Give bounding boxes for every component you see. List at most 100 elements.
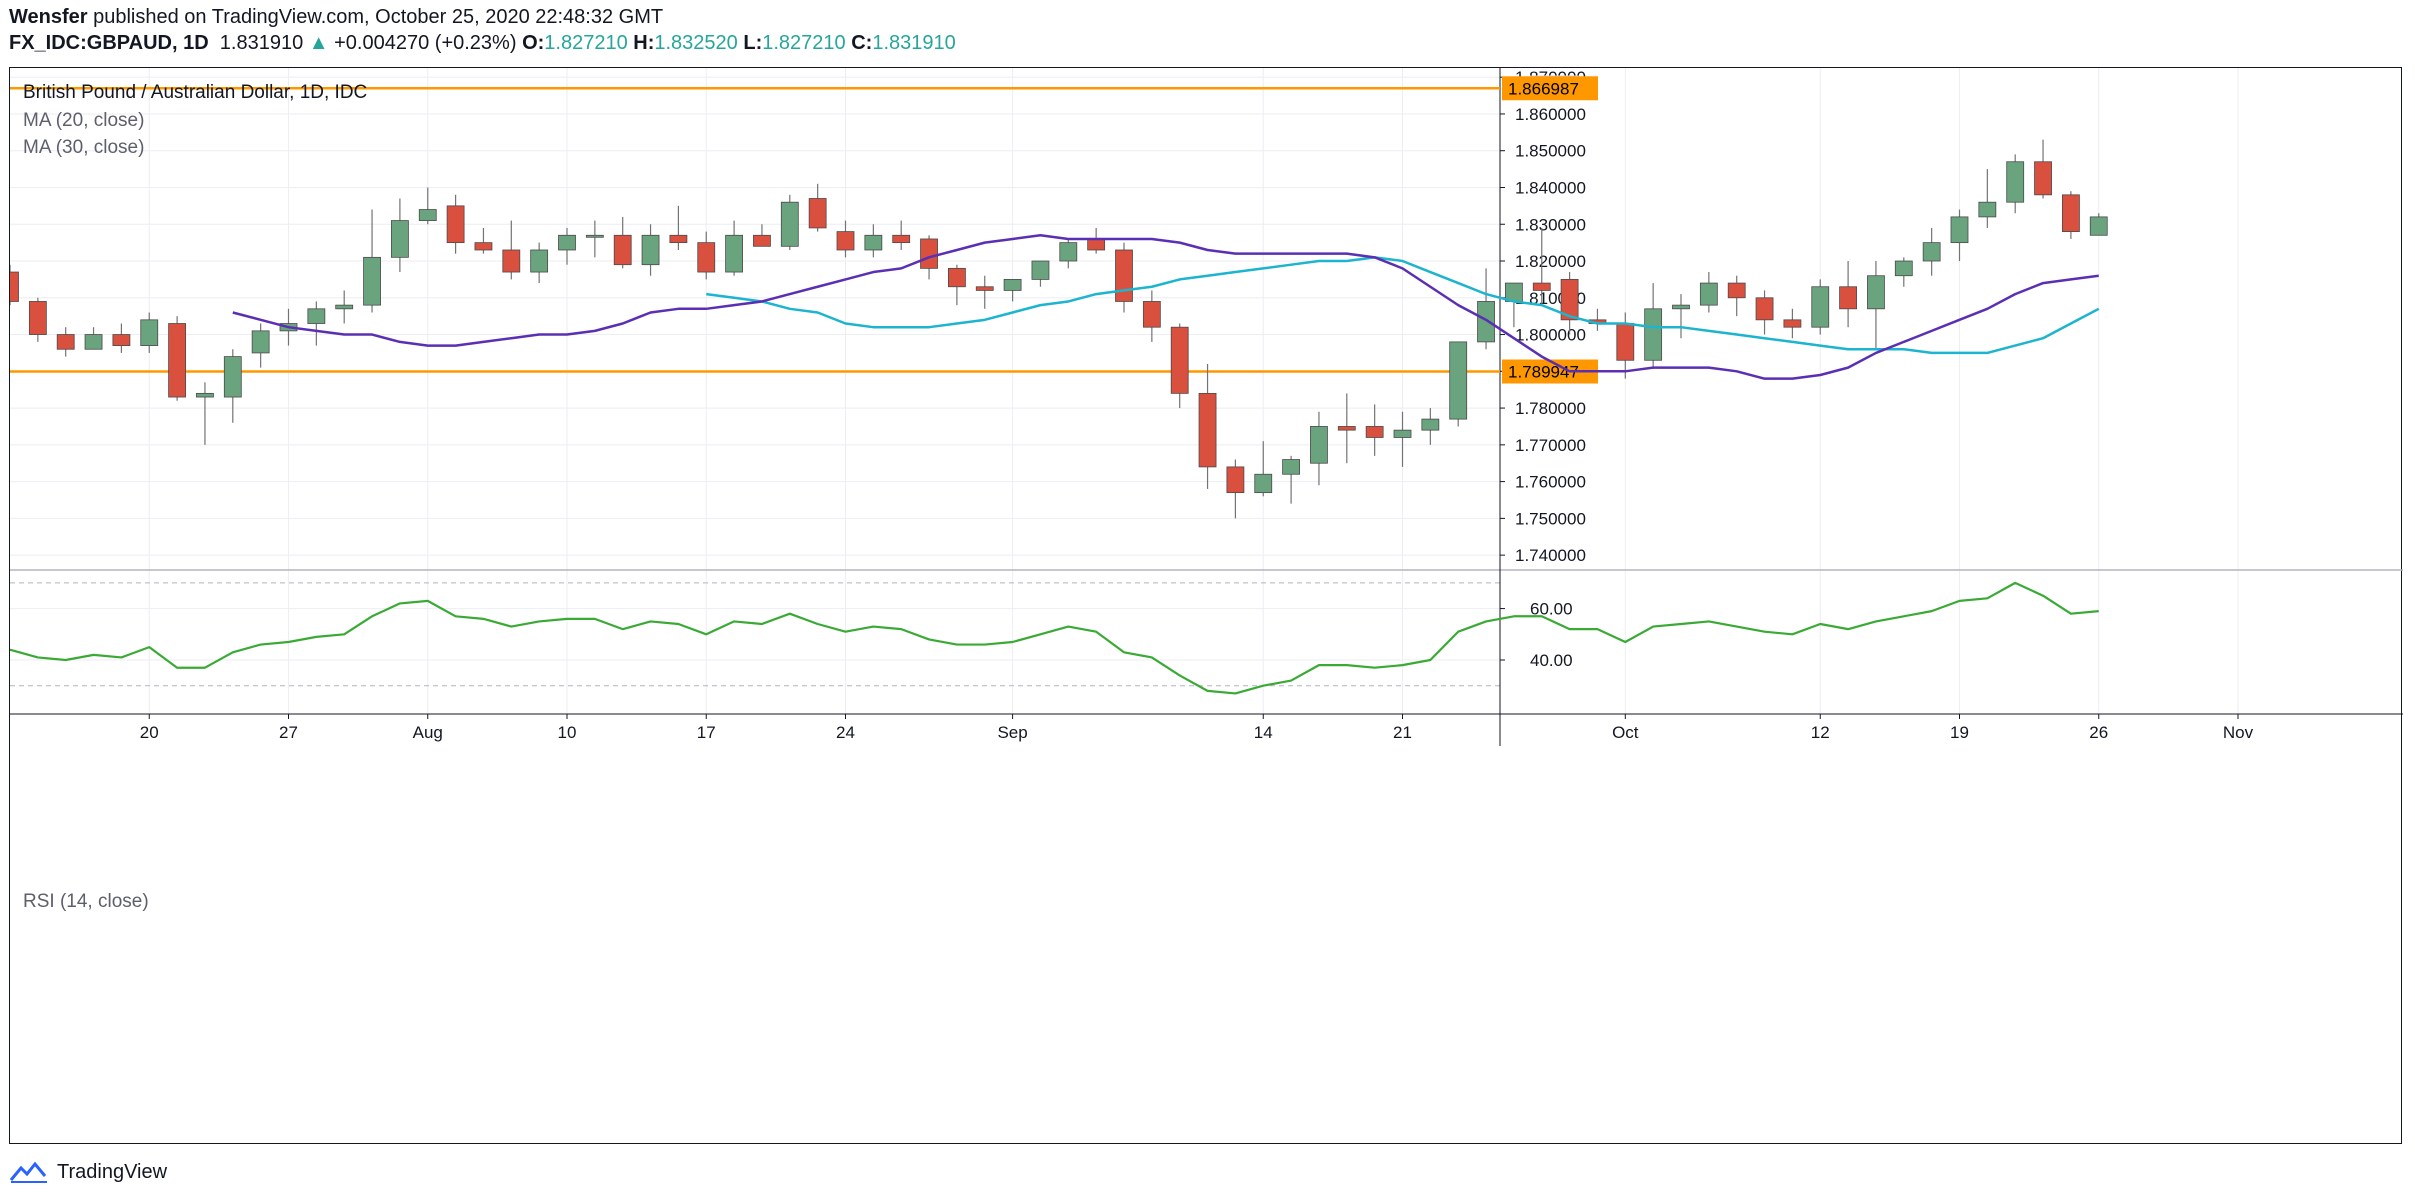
- candle-down[interactable]: [1115, 249, 1133, 302]
- candle-up[interactable]: [1699, 282, 1718, 306]
- candle-down[interactable]: [1337, 426, 1356, 431]
- candle-down[interactable]: [697, 242, 716, 273]
- last-price: 1.831910: [219, 32, 304, 54]
- symbol-label[interactable]: FX_IDC:GBPAUD, 1D: [9, 32, 209, 54]
- candle-up[interactable]: [1811, 286, 1830, 328]
- candle-up[interactable]: [1978, 201, 1997, 218]
- close-label: C:: [851, 32, 873, 54]
- candle-down[interactable]: [1365, 426, 1384, 438]
- candle-down[interactable]: [1727, 282, 1746, 299]
- candle-up[interactable]: [1644, 308, 1663, 361]
- close-value: 1.831910: [872, 32, 956, 54]
- candle-up[interactable]: [1477, 301, 1495, 343]
- ma20-line[interactable]: [232, 234, 2099, 380]
- price-tick-label: 1.750000: [1515, 509, 1586, 528]
- candle-up[interactable]: [585, 234, 604, 238]
- candle-down[interactable]: [28, 301, 47, 335]
- candle-up[interactable]: [307, 308, 326, 324]
- candle-down[interactable]: [2061, 194, 2080, 233]
- candle-up[interactable]: [1003, 278, 1022, 291]
- candle-down[interactable]: [613, 234, 632, 266]
- rsi-legend[interactable]: RSI (14, close): [23, 891, 149, 912]
- candle-up[interactable]: [390, 220, 409, 258]
- candle-down[interactable]: [948, 267, 966, 288]
- tradingview-logo-icon[interactable]: [9, 1160, 49, 1184]
- candle-up[interactable]: [84, 334, 103, 350]
- ma20-legend[interactable]: MA (20, close): [23, 110, 145, 131]
- candle-up[interactable]: [1867, 275, 1885, 310]
- candle-down[interactable]: [1170, 326, 1189, 394]
- candle-down[interactable]: [56, 334, 75, 350]
- candle-up[interactable]: [725, 234, 743, 273]
- candle-up[interactable]: [1254, 473, 1273, 494]
- candle-up[interactable]: [780, 201, 799, 247]
- series-title[interactable]: British Pound / Australian Dollar, 1D, I…: [23, 82, 368, 103]
- candle-up[interactable]: [1894, 260, 1913, 277]
- rsi-tick-label: 40.00: [1530, 651, 1573, 670]
- candle-up[interactable]: [1950, 216, 1969, 244]
- candle-down[interactable]: [1783, 319, 1802, 328]
- candle-down[interactable]: [1560, 278, 1579, 321]
- candle-down[interactable]: [1226, 466, 1245, 494]
- change-up-icon: ▲: [308, 32, 329, 54]
- candle-up[interactable]: [251, 330, 270, 354]
- candle-up[interactable]: [1421, 418, 1440, 431]
- candle-down[interactable]: [502, 249, 521, 273]
- candle-down[interactable]: [474, 242, 493, 251]
- candle-up[interactable]: [196, 392, 214, 398]
- candle-up[interactable]: [2006, 161, 2025, 203]
- candle-up[interactable]: [1672, 304, 1690, 310]
- candle-down[interactable]: [1087, 238, 1106, 251]
- candle-up[interactable]: [363, 256, 381, 306]
- open-label: O:: [522, 32, 545, 54]
- chart-canvas[interactable]: 1.740000 1.750000 1.760000 1.770000 1.780000…: [10, 68, 2403, 1145]
- candle-down[interactable]: [446, 205, 465, 244]
- candle-down[interactable]: [10, 271, 19, 302]
- candle-up[interactable]: [2089, 216, 2108, 236]
- candle-down[interactable]: [168, 323, 187, 398]
- time-tick-label: 24: [836, 723, 855, 742]
- candle-down[interactable]: [753, 234, 771, 247]
- tradingview-brand[interactable]: TradingView: [57, 1160, 168, 1183]
- time-tick-label: 19: [1950, 723, 1969, 742]
- candle-down[interactable]: [2034, 161, 2052, 196]
- candle-up[interactable]: [641, 234, 660, 266]
- candle-down[interactable]: [1755, 297, 1774, 321]
- candle-up[interactable]: [1031, 260, 1050, 280]
- candle-up[interactable]: [1393, 429, 1412, 438]
- chart-area[interactable]: 1.740000 1.750000 1.760000 1.770000 1.780000…: [9, 67, 2403, 1145]
- ma30-line[interactable]: [706, 256, 2100, 355]
- candle-down[interactable]: [1616, 323, 1635, 361]
- candle-up[interactable]: [558, 234, 576, 251]
- candle-up[interactable]: [1282, 459, 1300, 475]
- ma30-legend[interactable]: MA (30, close): [23, 137, 145, 158]
- candle-down[interactable]: [1142, 301, 1161, 328]
- candle-down[interactable]: [920, 238, 938, 269]
- candle-down[interactable]: [836, 231, 855, 251]
- ohlc-readout: FX_IDC:GBPAUD, 1D 1.831910 ▲ +0.004270 (…: [9, 32, 956, 55]
- candle-down[interactable]: [808, 198, 827, 229]
- candle-down[interactable]: [975, 286, 994, 291]
- candle-up[interactable]: [335, 304, 354, 310]
- candle-up[interactable]: [1922, 242, 1941, 262]
- candle-up[interactable]: [1310, 426, 1328, 464]
- price-tick-label: 1.740000: [1515, 546, 1586, 565]
- candle-down[interactable]: [1198, 392, 1217, 468]
- author-name[interactable]: Wensfer: [9, 6, 88, 28]
- rsi-line[interactable]: [10, 581, 2099, 695]
- time-tick-label: Aug: [413, 723, 443, 742]
- candle-down[interactable]: [892, 234, 911, 244]
- time-tick-label: 26: [2089, 723, 2108, 742]
- candle-up[interactable]: [864, 234, 883, 251]
- candle-down[interactable]: [1839, 286, 1857, 310]
- candle-up[interactable]: [140, 319, 159, 346]
- candle-up[interactable]: [530, 249, 549, 273]
- candle-up[interactable]: [1449, 341, 1468, 420]
- candle-up[interactable]: [418, 209, 437, 221]
- time-tick-label: Sep: [997, 723, 1027, 742]
- candle-up[interactable]: [1059, 242, 1078, 262]
- candle-down[interactable]: [112, 334, 131, 346]
- candle-up[interactable]: [223, 356, 242, 398]
- candle-down[interactable]: [669, 234, 688, 244]
- candle-down[interactable]: [1532, 282, 1551, 291]
